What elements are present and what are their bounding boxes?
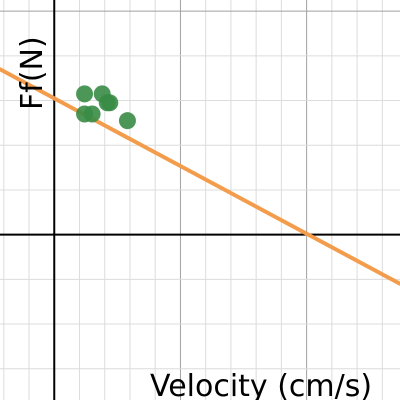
trendline: [0, 67, 400, 286]
data-points: [76, 85, 136, 130]
data-point: [101, 94, 119, 112]
data-point: [83, 105, 101, 123]
data-point: [76, 85, 94, 103]
x-axis-label: Velocity (cm/s): [150, 369, 372, 400]
data-point: [118, 112, 136, 130]
y-axis-label: Ff(N): [15, 36, 50, 110]
trendline-layer: [0, 67, 400, 286]
